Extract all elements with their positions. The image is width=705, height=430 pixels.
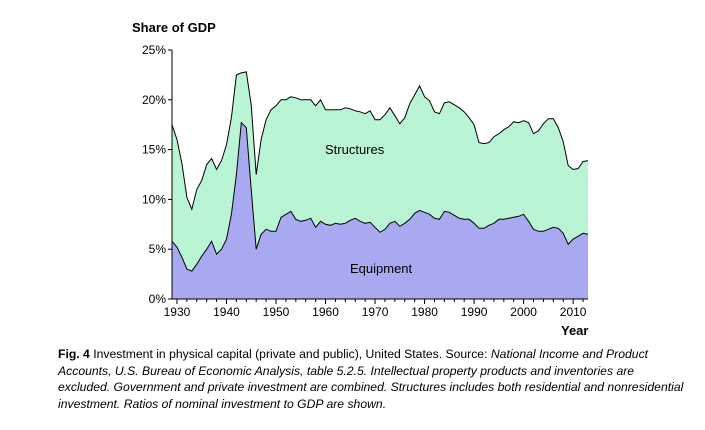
y-tick-label: 10% <box>142 192 166 206</box>
x-tick-label: 1940 <box>213 305 240 319</box>
figure-caption: Fig. 4 Investment in physical capital (p… <box>58 346 688 412</box>
x-tick-label: 2010 <box>560 305 587 319</box>
x-tick-label: 1980 <box>411 305 438 319</box>
x-tick-label: 2000 <box>510 305 537 319</box>
y-tick-label: 20% <box>142 93 166 107</box>
x-tick-label: 1960 <box>312 305 339 319</box>
figure-label: Fig. 4 <box>58 347 90 361</box>
investment-area-chart: Share of GDP 0%5%10%15%20%25% 1930 1940 19… <box>132 20 589 338</box>
x-axis: 1930 1940 1950 1960 1970 1980 1990 2000 2010 <box>164 299 587 319</box>
structures-top-line <box>171 71 589 212</box>
x-tick-label: 1950 <box>263 305 290 319</box>
x-tick-label: 1990 <box>461 305 488 319</box>
y-tick-label: 0% <box>149 292 167 306</box>
y-axis-title: Share of GDP <box>132 20 216 35</box>
y-tick-label: 25% <box>142 43 166 57</box>
equipment-area <box>172 122 588 299</box>
y-tick-label: 15% <box>142 143 166 157</box>
x-tick-label: 1970 <box>362 305 389 319</box>
equipment-top-line <box>171 121 589 272</box>
structures-area <box>172 71 588 272</box>
y-axis: 0% 5% 10% 15% 20% 25% <box>142 43 172 306</box>
equipment-label: Equipment <box>350 261 413 276</box>
caption-text: Investment in physical capital (private … <box>89 347 491 361</box>
y-tick-label: 5% <box>149 242 167 256</box>
caption-source-italic: National Income and Product Accounts, U.… <box>58 347 684 411</box>
x-tick-label: 1930 <box>164 305 191 319</box>
x-axis-title: Year <box>561 323 588 338</box>
structures-label: Structures <box>325 142 385 157</box>
